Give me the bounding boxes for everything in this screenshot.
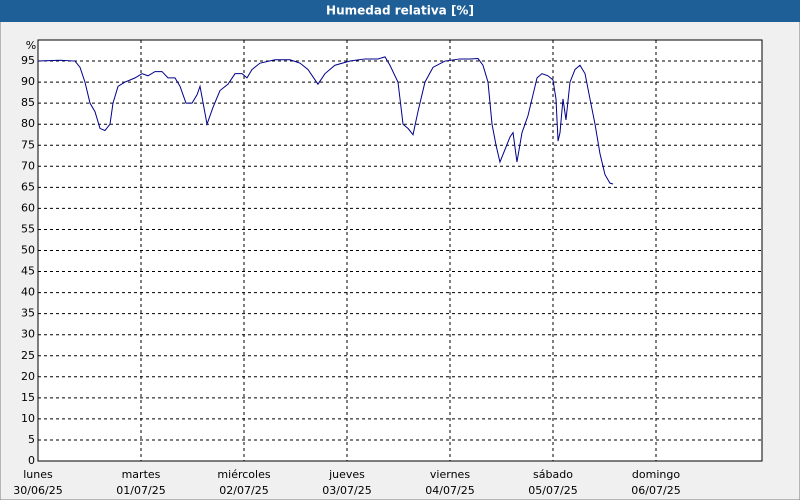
y-tick-label: 45 (21, 265, 35, 278)
x-tick-label: domingo (632, 468, 680, 481)
x-tick-date: 01/07/25 (116, 484, 165, 497)
x-tick-label: viernes (430, 468, 470, 481)
y-tick-label: 35 (21, 307, 35, 320)
x-tick-label: martes (122, 468, 161, 481)
x-tick-date: 02/07/25 (219, 484, 268, 497)
y-tick-label: 55 (21, 222, 35, 235)
y-tick-label: 40 (21, 286, 35, 299)
y-tick-label: 70 (21, 159, 35, 172)
y-tick-label: 30 (21, 328, 35, 341)
x-tick-label: miércoles (217, 468, 270, 481)
x-tick-label: jueves (328, 468, 365, 481)
x-tick-date: 05/07/25 (528, 484, 577, 497)
y-tick-label: 75 (21, 138, 35, 151)
y-axis-label: % (26, 39, 36, 52)
y-tick-label: 20 (21, 370, 35, 383)
x-tick-date: 30/06/25 (13, 484, 62, 497)
x-tick-label: sábado (533, 468, 573, 481)
y-tick-label: 80 (21, 117, 35, 130)
y-tick-label: 50 (21, 244, 35, 257)
line (37, 56, 614, 185)
y-tick-label: 95 (21, 54, 35, 67)
y-tick-label: 10 (21, 412, 35, 425)
y-tick-label: 60 (21, 201, 35, 214)
x-tick-date: 03/07/25 (322, 484, 371, 497)
y-tick-label: 85 (21, 96, 35, 109)
y-tick-label: 15 (21, 391, 35, 404)
y-tick-label: 25 (21, 349, 35, 362)
title-bar (0, 0, 800, 22)
y-tick-label: 90 (21, 75, 35, 88)
y-tick-label: 65 (21, 180, 35, 193)
y-tick-label: 0 (28, 454, 35, 467)
y-tick-label: 5 (28, 433, 35, 446)
chart-title: Humedad relativa [%] (326, 4, 474, 18)
x-tick-label: lunes (23, 468, 53, 481)
x-tick-date: 04/07/25 (425, 484, 474, 497)
x-tick-date: 06/07/25 (631, 484, 680, 497)
